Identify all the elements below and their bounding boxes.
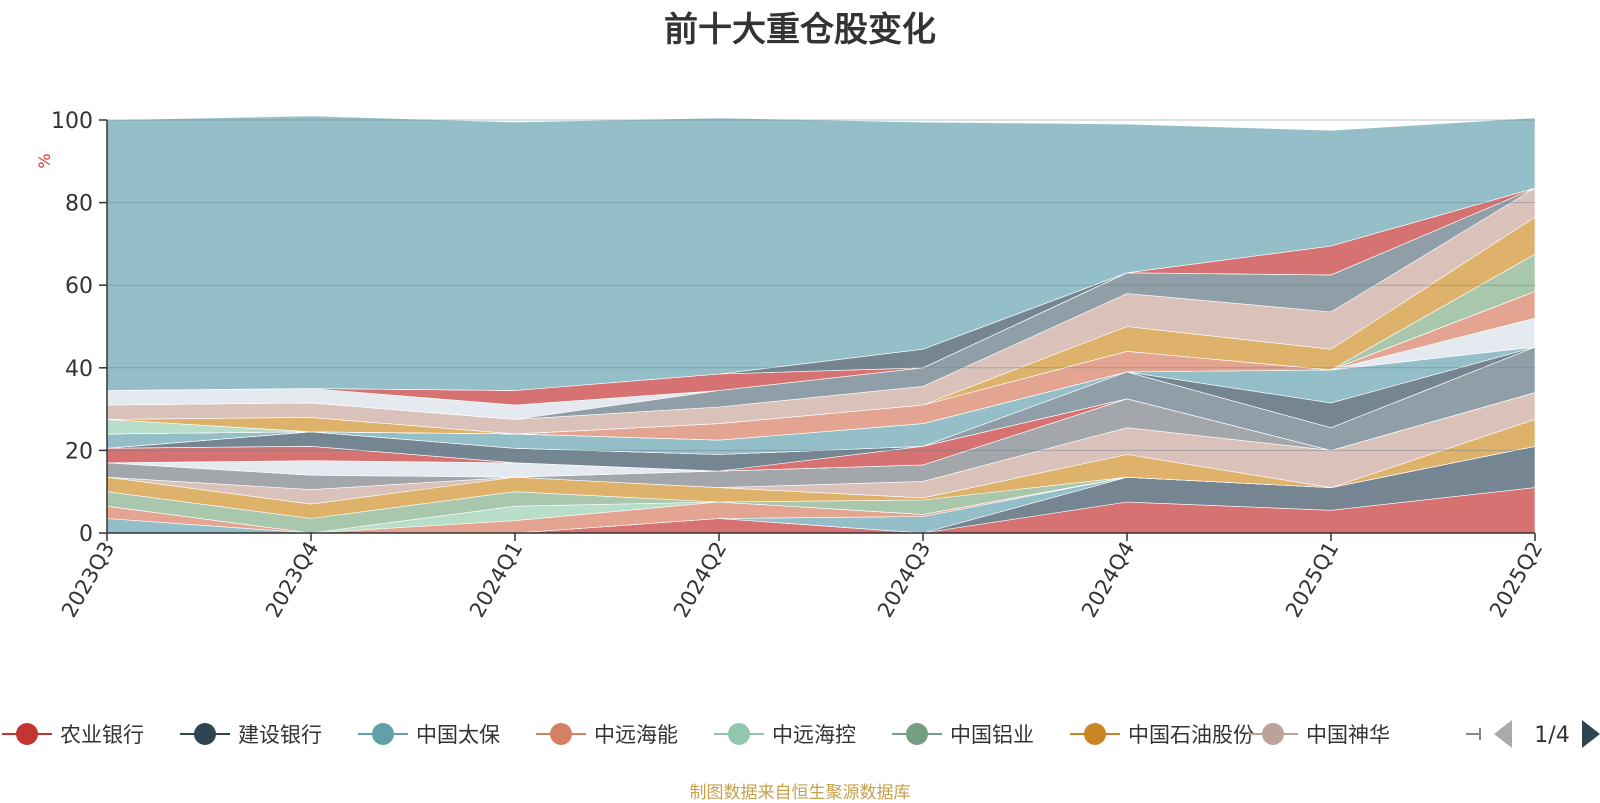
y-tick-label: 0 [79,522,93,547]
legend-next-page-icon[interactable] [1582,720,1600,748]
x-tick-label: 2024Q2 [669,538,731,622]
area-series-27 [106,115,1536,391]
legend-label: 建设银行 [238,723,322,747]
legend-item[interactable]: 建设银行 [180,723,322,747]
legend-marker-icon [16,723,38,745]
legend-label: 中国铝业 [950,723,1034,747]
legend-item[interactable]: 农业银行 [2,723,144,747]
legend-label: 中国太保 [416,723,500,747]
legend: 农业银行 建设银行 中国太保 中远海能 中远海控 中国铝业 中国石油股份 中国神华 1/4 [2,720,1600,748]
x-tick-label: 2025Q1 [1281,538,1343,622]
x-tick-label: 2024Q1 [465,538,527,622]
legend-label: 中远海能 [594,723,678,747]
legend-item[interactable]: 中国铝业 [892,723,1034,747]
y-tick-label: 60 [65,274,93,299]
source-note: 制图数据来自恒生聚源数据库 [689,783,911,803]
legend-marker-icon [194,723,216,745]
y-tick-label: 40 [65,357,93,382]
legend-prev-page-icon[interactable] [1494,720,1512,748]
x-tick-label: 2023Q4 [261,538,323,622]
legend-marker-icon [728,723,750,745]
legend-item[interactable]: 中国石油股份 [1070,723,1254,747]
legend-marker-icon [550,723,572,745]
legend-marker-icon [372,723,394,745]
legend-label: 中国石油股份 [1128,723,1254,747]
x-tick-label: 2023Q3 [57,538,119,622]
legend-item[interactable]: 中国神华 [1248,723,1390,747]
x-tick-label: 2024Q4 [1077,538,1139,622]
legend-item[interactable]: 中远海能 [536,723,678,747]
legend-label: 农业银行 [60,723,144,747]
y-tick-label: 80 [65,192,93,217]
legend-page-indicator: 1/4 [1534,723,1569,748]
x-tick-label: 2024Q3 [873,538,935,622]
chart-title: 前十大重仓股变化 [664,10,936,50]
legend-item[interactable]: 中远海控 [714,723,856,747]
y-tick-label: 100 [51,109,93,134]
legend-label: 中远海控 [772,723,856,747]
legend-marker-icon [1262,723,1284,745]
y-axis-unit: % [35,153,54,168]
area-layer [106,115,1536,534]
grid-lines [107,119,1535,451]
legend-label: 中国神华 [1306,723,1390,747]
x-tick-label: 2025Q2 [1485,538,1547,622]
legend-marker-icon [1084,723,1106,745]
legend-marker-icon [906,723,928,745]
y-tick-label: 20 [65,439,93,464]
legend-item[interactable]: 中国太保 [358,723,500,747]
